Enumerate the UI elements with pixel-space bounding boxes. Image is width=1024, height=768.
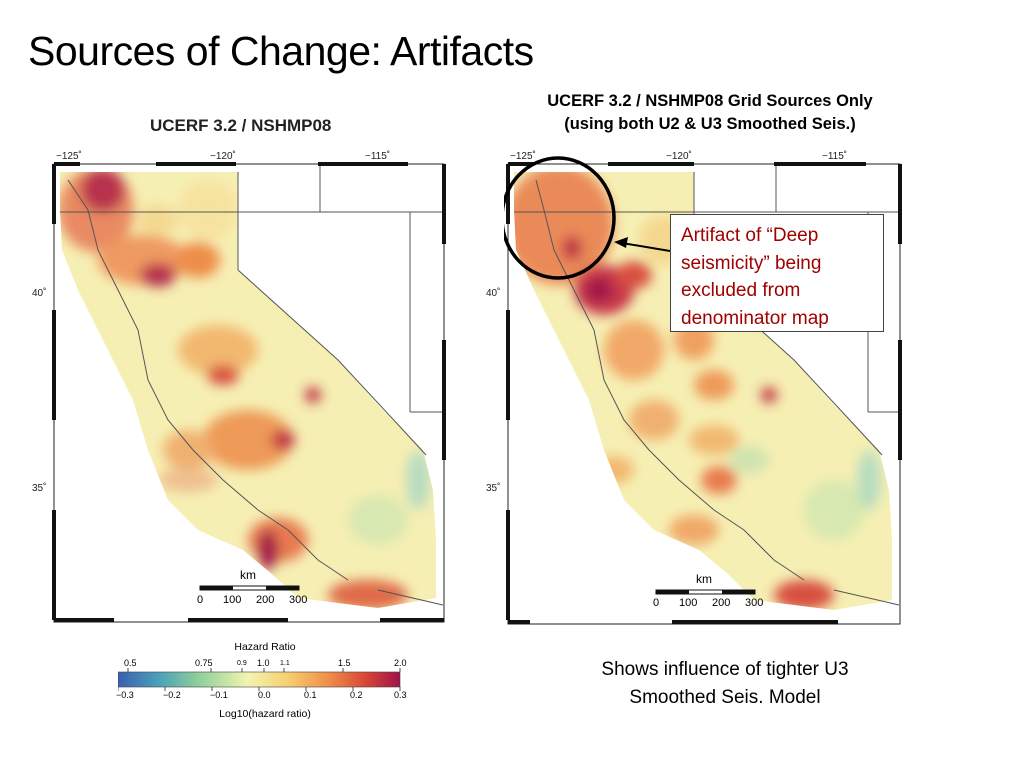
artifact-annotation-box: Artifact of “Deep seismicity” being excl… xyxy=(670,214,884,332)
right-lon-label-125: −125˚ xyxy=(510,151,536,162)
left-scale-tick-200: 200 xyxy=(256,594,275,606)
annotation-arrow xyxy=(614,237,671,252)
colorbar-bottom-label-neg0.3: −0.3 xyxy=(116,690,134,700)
colorbar-bottom-label-neg0.2: −0.2 xyxy=(163,690,181,700)
influence-caption: Shows influence of tighter U3 Smoothed S… xyxy=(560,656,890,712)
colorbar-bottom-label-0.2: 0.2 xyxy=(350,690,363,700)
colorbar-ticks xyxy=(118,668,401,691)
influence-caption-line2: Smoothed Seis. Model xyxy=(629,687,821,708)
colorbar-axis-label: Log10(hazard ratio) xyxy=(219,708,311,720)
right-map-title: UCERF 3.2 / NSHMP08 Grid Sources Only (u… xyxy=(490,90,930,136)
left-frame-ticks xyxy=(52,162,446,622)
colorbar-top-label-0.9: 0.9 xyxy=(237,660,247,667)
artifact-highlight-circle xyxy=(504,156,616,280)
left-scale-unit: km xyxy=(240,568,256,582)
left-hazard-map xyxy=(52,162,446,623)
colorbar-top-label-1.1: 1.1 xyxy=(280,660,290,667)
right-lon-label-120: −120˚ xyxy=(666,151,692,162)
colorbar-top-label-0.75: 0.75 xyxy=(195,658,213,668)
left-lon-label-115: −115˚ xyxy=(365,151,391,162)
right-scale-unit: km xyxy=(696,572,712,586)
colorbar-top-label-2.0: 2.0 xyxy=(394,658,407,668)
left-map-title: UCERF 3.2 / NSHMP08 xyxy=(150,116,332,135)
colorbar-top-label-0.5: 0.5 xyxy=(124,658,137,668)
left-state-borders xyxy=(60,164,444,606)
slide-title: Sources of Change: Artifacts xyxy=(28,28,534,74)
colorbar-gradient xyxy=(118,671,401,688)
left-lat-label-35: 35˚ xyxy=(32,483,47,494)
right-lon-label-115: −115˚ xyxy=(822,151,848,162)
colorbar-top-label-1.0: 1.0 xyxy=(257,658,270,668)
right-map-title-line2: (using both U2 & U3 Smoothed Seis.) xyxy=(564,115,856,133)
left-lon-label-125: −125˚ xyxy=(56,151,82,162)
colorbar xyxy=(118,668,401,691)
left-scale-tick-100: 100 xyxy=(223,594,242,606)
right-lat-label-35: 35˚ xyxy=(486,483,501,494)
colorbar-bottom-label-neg0.1: −0.1 xyxy=(210,690,228,700)
left-lat-label-40: 40˚ xyxy=(32,288,47,299)
left-scale-tick-0: 0 xyxy=(197,594,204,606)
right-scale-tick-300: 300 xyxy=(745,597,764,609)
left-lon-label-120: −120˚ xyxy=(210,151,236,162)
right-scale-tick-0: 0 xyxy=(653,597,660,609)
colorbar-bottom-label-0.0: 0.0 xyxy=(258,690,271,700)
left-scale-bar xyxy=(199,585,300,591)
influence-caption-line1: Shows influence of tighter U3 xyxy=(601,659,849,680)
colorbar-title: Hazard Ratio xyxy=(234,641,296,653)
right-scale-tick-100: 100 xyxy=(679,597,698,609)
right-map-title-line1: UCERF 3.2 / NSHMP08 Grid Sources Only xyxy=(547,92,873,110)
right-scale-bar xyxy=(655,589,756,595)
colorbar-bottom-label-0.3: 0.3 xyxy=(394,690,407,700)
right-scale-tick-200: 200 xyxy=(712,597,731,609)
left-scale-tick-300: 300 xyxy=(289,594,308,606)
colorbar-bottom-label-0.1: 0.1 xyxy=(304,690,317,700)
right-lat-label-40: 40˚ xyxy=(486,288,501,299)
colorbar-top-label-1.5: 1.5 xyxy=(338,658,351,668)
